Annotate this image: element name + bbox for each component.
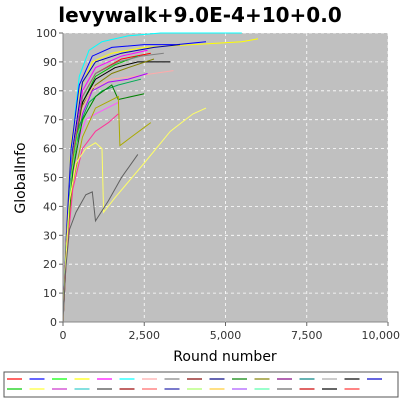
y-tick-label: 50 <box>43 172 57 185</box>
chart-title: levywalk+9.0E-4+10+0.0 <box>58 3 341 27</box>
x-tick-label: 0 <box>60 329 67 342</box>
legend-box <box>3 371 399 398</box>
x-tick-label: 10,000 <box>362 329 400 342</box>
y-ticks: 0 10 20 30 40 50 60 70 80 90 100 <box>36 27 63 329</box>
series-line-3 <box>62 41 207 323</box>
y-axis-label: GlobalInfo <box>13 142 29 213</box>
y-tick-label: 80 <box>43 85 57 98</box>
y-tick-label: 40 <box>43 200 57 213</box>
y-tick-label: 70 <box>43 114 57 127</box>
series-line-20 <box>62 154 139 323</box>
x-ticks: 0 2,500 5,000 7,500 10,000 <box>60 322 400 342</box>
y-tick-label: 20 <box>43 258 57 271</box>
y-tick-label: 30 <box>43 229 57 242</box>
legend <box>7 378 382 390</box>
y-tick-label: 60 <box>43 143 57 156</box>
x-tick-label: 2,500 <box>129 329 161 342</box>
x-axis-label: Round number <box>173 349 277 365</box>
series-layer <box>62 32 259 323</box>
x-tick-label: 5,000 <box>210 329 242 342</box>
y-tick-label: 10 <box>43 287 57 300</box>
y-tick-label: 90 <box>43 56 57 69</box>
series-line-19 <box>62 107 207 323</box>
x-tick-label: 7,500 <box>291 329 323 342</box>
y-tick-label: 100 <box>36 27 57 40</box>
y-tick-label: 0 <box>50 316 57 329</box>
